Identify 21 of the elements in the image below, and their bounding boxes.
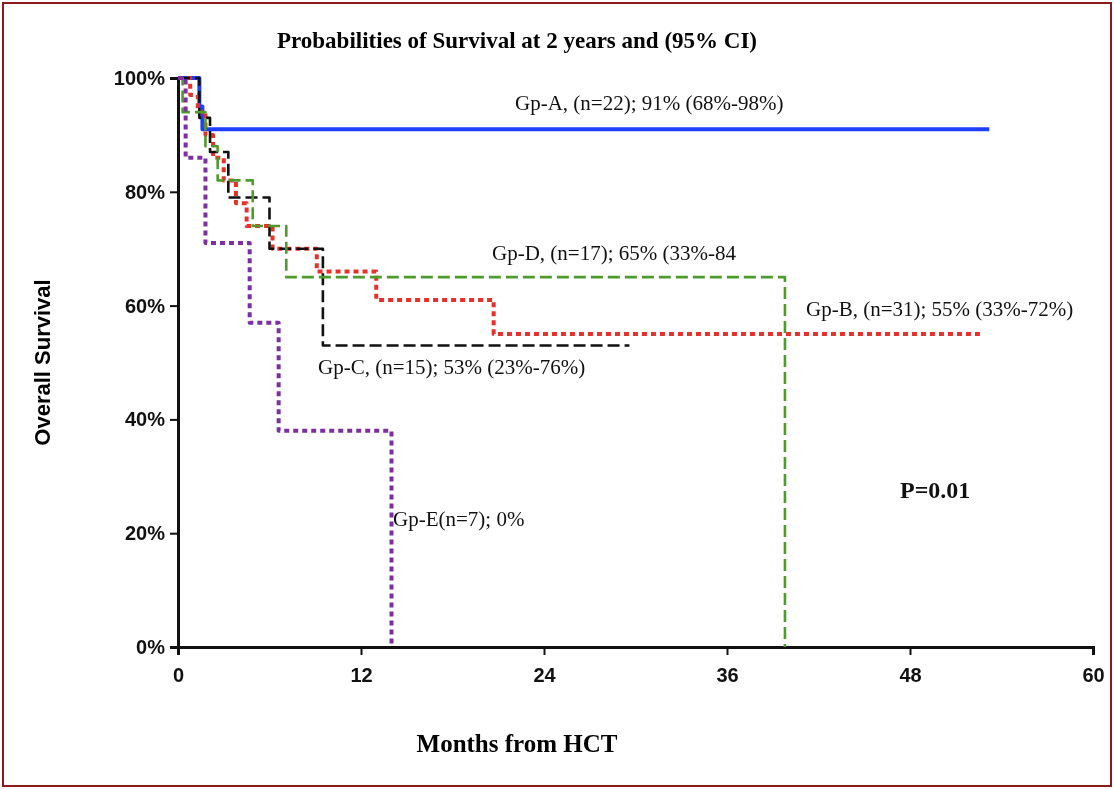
x-tick-label: 12 (350, 664, 373, 686)
x-tick-label: 36 (716, 664, 739, 686)
series-label: Gp-C, (n=15); 53% (23%-76%) (318, 355, 586, 379)
chart-title: Probabilities of Survival at 2 years and (95% CI) (276, 28, 758, 53)
y-tick-label: 60% (124, 294, 166, 317)
x-tick-label: 24 (533, 664, 557, 686)
y-tick-label: 40% (124, 408, 166, 431)
series-label: Gp-E(n=7); 0% (393, 507, 525, 531)
y-tick-label: 0% (136, 635, 166, 658)
y-axis-title: Overall Survival (30, 279, 55, 446)
series-label: Gp-A, (n=22); 91% (68%-98%) (515, 91, 784, 115)
x-tick-label: 60 (1082, 664, 1105, 686)
y-tick-label: 20% (124, 522, 166, 545)
x-axis-title: Months from HCT (416, 730, 618, 757)
x-tick-label: 48 (899, 664, 922, 686)
annotation: P=0.01 (900, 477, 971, 503)
series-label: Gp-B, (n=31); 55% (33%-72%) (806, 297, 1074, 321)
y-tick-label: 80% (124, 180, 166, 203)
series-label: Gp-D, (n=17); 65% (33%-84 (492, 241, 737, 265)
x-tick-label: 0 (172, 664, 185, 686)
y-tick-label: 100% (113, 66, 166, 89)
